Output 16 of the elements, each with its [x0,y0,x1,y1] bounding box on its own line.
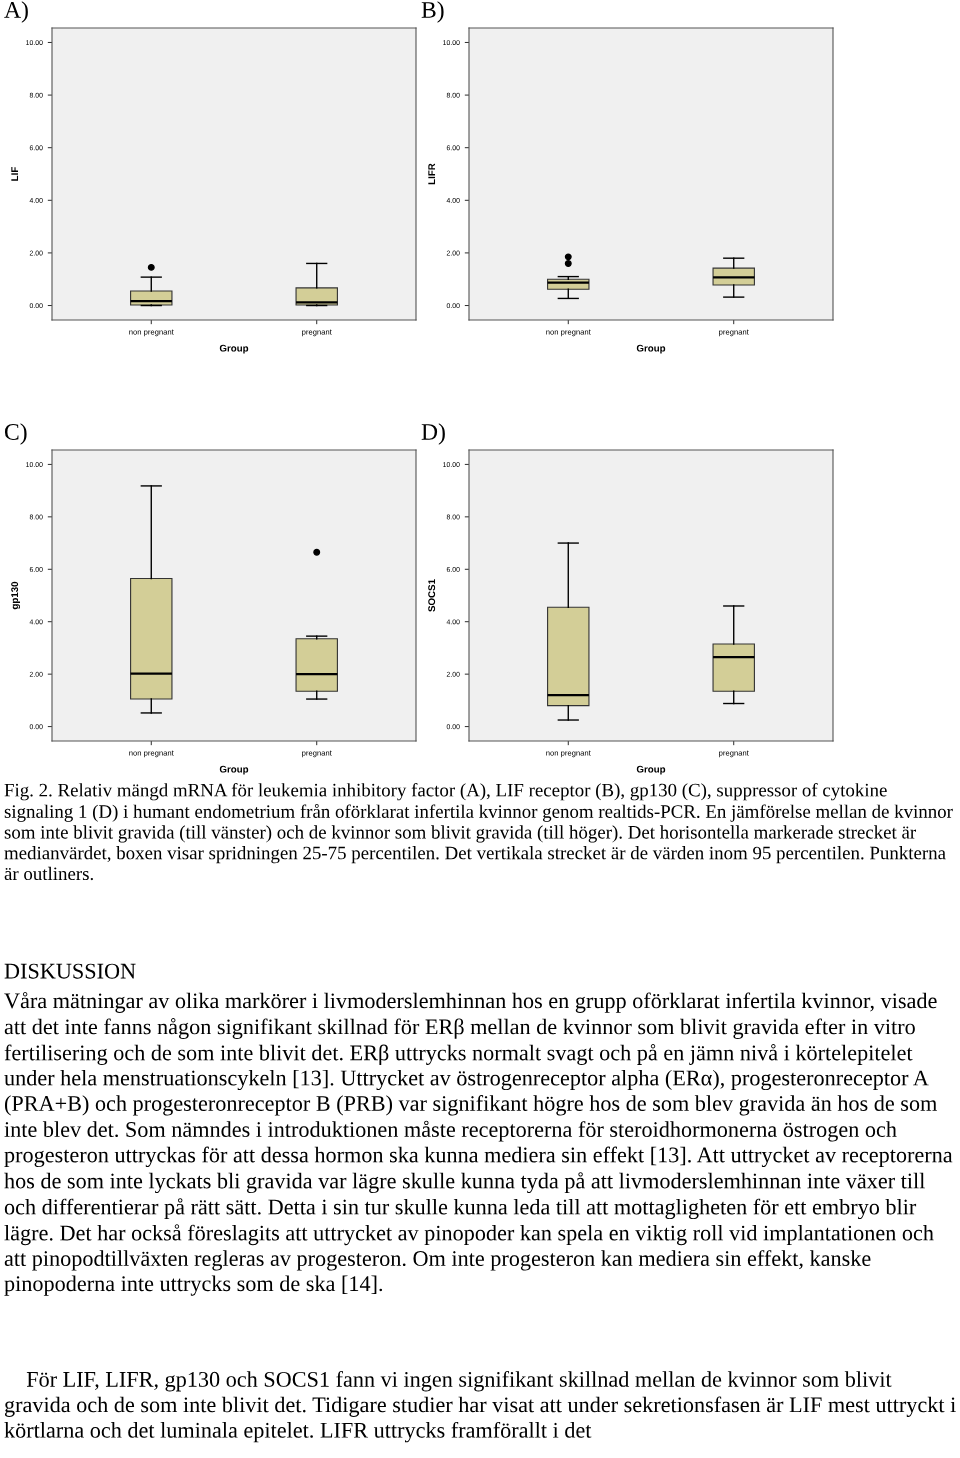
x-axis-title: Group [219,765,249,775]
text: DISKUSSION [4,963,136,979]
chart-title: D) [421,423,445,445]
y-axis-title: SOCS1 [428,579,436,612]
caption: Fig. 2. Relativ mängd mRNA för leukemia inhibitory factor (A), LIF receptor (B), gp130 (C), suppressor of cytokine signaling 1 (D) i humant endometrium från oförklarat infertila kvinnor genom realtids-PCR. En jämförelse mellan de kvinnor som inte blivit gravida (till vänster) och de kvinnor som blivit gravida (till höger). Det horisontella markerade strecket är medianvärdet, boxen visar spridningen 25-75 percentilen. Det vertikala strecket är de värden inom 95 percentilen. Punkterna är outliners. [4,783,953,881]
chart-title: A) [4,1,28,23]
text: För LIF, LIFR, gp130 och SOCS1 fann vi ingen signifikant skillnad mellan de kvinnor som blivit gravida och de som inte blivit det. Tidigare studier har visat att under sekretionsfasen är LIF mest uttryckt i körtlarna och det luminala epitelet. LIFR uttrycks framförallt i det [4,1371,956,1443]
chart-title: C) [4,423,27,445]
y-axis-title: LIFR [428,163,436,185]
y-axis-title: gp130 [11,581,21,610]
chart-title: B) [421,1,444,23]
text: Våra mätningar av olika markörer i livmoderslemhinnan hos en grupp oförklarat infertila kvinnor, visade att det inte fanns någon signifikant skillnad för ERβ mellan de kvinnor som blivit gravida efter in vitro fertilisering och de som inte blivit det. ERβ uttrycks normalt svagt och på en jämn nivå i körtelepitelet under hela menstruationscykeln [13]. Uttrycket av östrogenreceptor alpha (ERα), progesteronreceptor A (PRA+B) och progesteronreceptor B (PRB) var signifikant högre hos de som blev gravida än hos de som inte blev det. Som nämndes i introduktionen måste receptorerna för steroidhormonerna östrogen och progesteron uttryckas för att dessa hormon ska kunna mediera sin effekt [13]. Att uttrycket av receptorerna hos de som inte lyckats bli gravida var lägre skulle kunna tyda på att livmoderslemhinnan inte växer till och differentierar på rätt sätt. Detta i sin tur skulle kunna leda till att mottagligheten för ett embryo blir lägre. Det har också föreslagits att uttrycket av pinopoder kan spela en viktig roll vid implantationen och att pinopodtillväxten regleras av progesteron. Om inte progesteron kan mediera sin effekt, kanske pinopoderna inte uttrycks som de ska [14]. [4,992,953,1296]
x-axis-title: Group [636,344,666,354]
x-axis-title: Group [636,765,666,775]
x-axis-title: Group [219,344,249,354]
y-axis-title: LIF [11,167,19,181]
